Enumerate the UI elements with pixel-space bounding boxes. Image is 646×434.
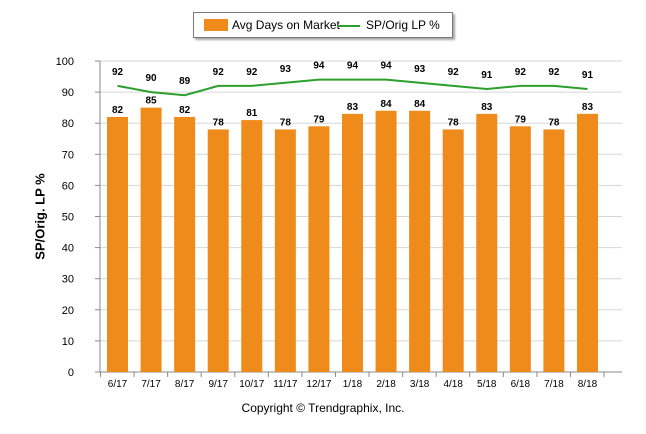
line-data-label: 89 (179, 76, 191, 87)
legend-swatch-line (338, 25, 360, 27)
line-data-label: 94 (313, 61, 325, 72)
x-tick-label: 10/17 (239, 379, 264, 390)
legend: Avg Days on Market SP/Orig LP % (193, 12, 453, 38)
bar-series (107, 107, 598, 373)
line-data-label: 92 (448, 67, 460, 78)
x-tick-labels: 6/17 7/17 8/17 9/17 10/17 11/17 12/17 1/18 2/18 3… (108, 379, 598, 390)
bar-data-label: 84 (414, 99, 426, 110)
line-data-label: 92 (548, 67, 560, 78)
line-data-label: 91 (582, 70, 594, 81)
bar (576, 113, 598, 373)
y-axis-label: SP/Orig. LP % (32, 172, 48, 260)
line-data-labels: 92 90 89 92 92 93 94 94 94 93 92 91 92 92 91 (112, 61, 594, 88)
x-tick-label: 8/17 (175, 379, 195, 390)
line-data-label: 93 (280, 64, 292, 75)
x-tick-label: 7/17 (141, 379, 161, 390)
bar (174, 116, 196, 372)
bar-data-label: 79 (515, 114, 527, 125)
line-data-label: 92 (213, 67, 225, 78)
line-data-label: 92 (112, 67, 124, 78)
bar-data-labels: 82 85 82 78 81 78 79 83 84 84 78 83 79 78 83 (112, 96, 594, 129)
bar (375, 110, 397, 372)
bar (274, 129, 296, 372)
x-tick-label: 5/18 (477, 379, 497, 390)
bar-data-label: 79 (313, 114, 325, 125)
x-tick-label: 8/18 (578, 379, 598, 390)
x-tick-label: 6/18 (511, 379, 531, 390)
legend-label-line: SP/Orig LP % (366, 18, 440, 32)
line-data-label: 94 (380, 61, 392, 72)
bar (107, 116, 128, 372)
y-tick-label: 30 (62, 274, 74, 286)
x-tick-label: 9/17 (208, 379, 228, 390)
bar (140, 107, 162, 373)
axes (95, 60, 622, 377)
bar-data-label: 78 (448, 117, 460, 128)
x-tick-label: 7/18 (544, 379, 564, 390)
y-tick-label: 40 (62, 243, 74, 255)
line-data-label: 94 (347, 61, 359, 72)
bar-data-label: 78 (548, 117, 560, 128)
y-tick-label: 50 (62, 212, 74, 224)
bar (241, 120, 263, 372)
bar (442, 129, 464, 372)
y-tick-label: 10 (62, 336, 74, 348)
line-data-label: 91 (481, 70, 493, 81)
x-tick-label: 4/18 (443, 379, 463, 390)
legend-swatch-bar (204, 19, 228, 31)
bar-data-label: 83 (582, 102, 594, 113)
legend-label-bar: Avg Days on Market (232, 18, 340, 32)
bar-data-label: 81 (246, 108, 258, 119)
y-tick-label: 100 (56, 56, 74, 68)
y-tick-label: 90 (62, 87, 74, 99)
line-series (117, 78, 588, 97)
y-tick-label: 0 (68, 367, 74, 379)
x-tick-label: 3/18 (410, 379, 430, 390)
y-tick-label: 60 (62, 180, 74, 192)
bar-data-label: 78 (280, 117, 292, 128)
line-data-label: 93 (414, 64, 426, 75)
y-tick-label: 20 (62, 305, 74, 317)
line-data-label: 92 (515, 67, 527, 78)
y-tick-labels: 0 10 20 30 40 50 60 70 80 90 100 (56, 56, 74, 379)
x-tick-label: 6/17 (108, 379, 128, 390)
copyright-footer: Copyright © Trendgraphix, Inc. (241, 401, 405, 415)
line-data-label: 90 (146, 73, 158, 84)
x-tick-label: 1/18 (343, 379, 363, 390)
bar (509, 126, 531, 372)
bar-data-label: 82 (112, 105, 124, 116)
bar-data-label: 83 (347, 102, 359, 113)
x-tick-label: 11/17 (273, 379, 298, 390)
bar-data-label: 82 (179, 105, 191, 116)
bar (409, 110, 431, 372)
bar (341, 113, 363, 373)
line-path (117, 78, 588, 97)
bar-data-label: 78 (213, 117, 225, 128)
bar-data-label: 85 (146, 96, 158, 107)
bar-data-label: 84 (380, 99, 392, 110)
bar (308, 126, 330, 372)
line-data-label: 92 (246, 67, 258, 78)
bar (207, 129, 229, 372)
y-tick-label: 80 (62, 118, 74, 130)
x-tick-label: 2/18 (376, 379, 396, 390)
x-tick-label: 12/17 (306, 379, 331, 390)
bar (543, 129, 565, 372)
y-tick-label: 70 (62, 149, 74, 161)
bar-data-label: 83 (481, 102, 493, 113)
bar (476, 113, 498, 373)
